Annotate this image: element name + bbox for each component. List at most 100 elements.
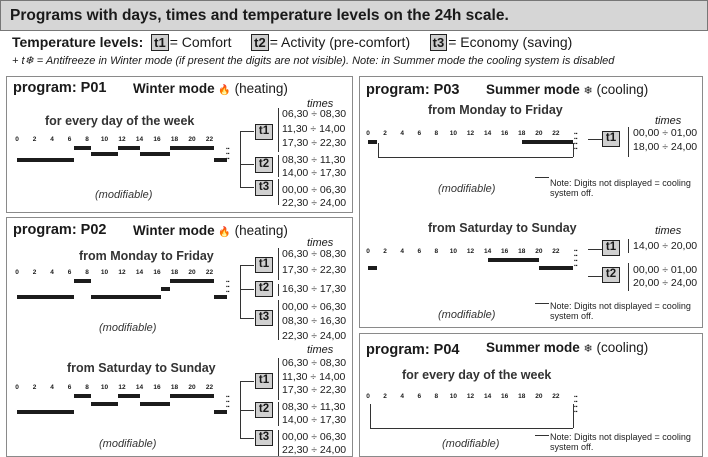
time-range: 17,30 ÷ 22,30 [282,264,347,276]
hour-tick: 16 [501,393,509,400]
t2-level-box: t2 [255,281,273,297]
hour-tick: 8 [85,136,89,143]
t2-text: = Activity (pre-comfort) [269,34,411,50]
hour-tick: 6 [417,248,422,255]
hour-ruler: 0 2 4 6 8 10 12 14 16 18 20 22 [15,384,227,392]
t1-level-box: t1 [602,240,620,256]
hour-ruler: 0 2 4 6 8 10 12 14 16 18 20 22 [15,136,227,144]
schedule-subtitle: for every day of the week [402,368,552,382]
digits-not-displayed-note: Note: Digits not displayed = cooling sys… [550,301,691,321]
hour-tick: 6 [417,130,422,137]
hour-tick: 2 [32,136,37,143]
t3-bars [17,410,227,414]
schedule-bar [73,394,92,398]
schedule-bar [17,410,74,414]
hour-tick: 4 [50,136,54,143]
t3-level-box: t3 [255,180,273,196]
hour-ruler: 0 2 4 6 8 10 12 14 16 18 20 22 [15,269,227,277]
time-range: 18,00 ÷ 24,00 [633,141,698,153]
hour-tick: 22 [552,393,560,400]
schedule-bar [368,266,377,270]
hour-tick: 18 [518,248,526,255]
t2-level-box: t2 [602,267,620,283]
schedule-bar [170,394,214,398]
mode-label: Winter mode 🔥 (heating) [133,81,288,96]
hour-tick: 10 [449,248,458,255]
time-range: 22,30 ÷ 24,00 [282,197,347,209]
mode-name: Summer mode [486,340,580,355]
schedule-bar [139,152,171,156]
time-range: 00,00 ÷ 06,30 [282,184,347,196]
schedule-bar [17,295,74,299]
mode-label: Summer mode ❄ (cooling) [486,82,648,97]
hour-tick: 16 [501,248,509,255]
program-p01-panel: program: P01 Winter mode 🔥 (heating) for… [6,76,353,213]
hour-ruler: 0 2 4 6 8 10 12 14 16 18 20 22 [366,393,573,401]
schedule-bar [117,146,140,150]
hour-tick: 6 [67,136,72,143]
level-stack-icon: ▪▪ ▪▪ ▪▪ ▪▪ [574,248,578,269]
hour-tick: 10 [100,269,109,276]
t1-level-box: t1 [255,373,273,389]
t3-badge: t3 [429,34,448,51]
time-range: 14,00 ÷ 20,00 [633,240,698,252]
level-stack-icon: ▪▪ ▪▪ ▪▪ [226,146,230,162]
hour-tick: 14 [135,384,144,391]
mode-type: (heating) [234,223,288,238]
level-stack-icon: ▪▪ ▪▪ ▪▪ [226,279,230,295]
schedule-bar [213,158,227,162]
modifiable-note: (modifiable) [442,438,500,450]
t1-bars [368,258,573,262]
mode-name: Winter mode [133,81,215,96]
hour-tick: 2 [32,269,37,276]
hour-tick: 14 [135,136,144,143]
schedule-bar [538,266,573,270]
hour-tick: 18 [518,393,526,400]
t2-bars [17,402,227,406]
times-header: times [307,237,334,249]
times-header: times [655,115,682,127]
hour-tick: 22 [552,130,560,137]
panel-title: program: P04 [366,342,460,358]
t1-bars [17,279,227,283]
modifiable-note: (modifiable) [438,183,496,195]
modifiable-note: (modifiable) [438,309,496,321]
hour-ruler: 0 2 4 6 8 10 12 14 16 18 20 22 [366,248,573,256]
hour-tick: 0 [15,269,19,276]
schedule-bar [487,258,539,262]
antifreeze-note: + t❄ = Antifreeze in Winter mode (if pre… [12,55,615,67]
program-p04-panel: program: P04 Summer mode ❄ (cooling) for… [359,333,703,457]
hour-tick: 2 [383,130,387,137]
hour-tick: 20 [535,248,543,255]
t1-bars [17,394,227,398]
hour-tick: 10 [100,384,109,391]
hour-tick: 12 [466,248,475,255]
time-range: 16,30 ÷ 17,30 [282,283,347,295]
hour-tick: 20 [188,136,196,143]
time-range: 08,30 ÷ 11,30 [282,154,346,166]
hour-tick: 22 [552,248,560,255]
t1-bars [17,146,227,150]
times-header: times [655,225,682,237]
time-range: 06,30 ÷ 08,30 [282,357,347,369]
hour-tick: 0 [15,384,19,391]
hour-tick: 2 [383,248,387,255]
hour-tick: 22 [205,384,214,391]
hour-tick: 12 [466,130,475,137]
schedule-bar [213,295,227,299]
hour-tick: 10 [449,393,458,400]
time-range: 11,30 ÷ 14,00 [282,371,346,383]
t3-level-box: t3 [255,310,273,326]
time-range: 17,30 ÷ 22,30 [282,384,347,396]
schedule-subtitle: from Monday to Friday [428,103,563,117]
t1-text: = Comfort [169,34,232,50]
flame-icon: 🔥 [218,85,231,96]
panel-title: program: P02 [13,222,107,238]
time-range: 00,00 ÷ 06,30 [282,431,347,443]
schedule-bar [91,152,118,156]
level-stack-icon: ▪▪ ▪▪ ▪▪ [226,394,230,410]
hour-tick: 6 [417,393,422,400]
temperature-levels-legend: Temperature levels: t1 = Comfort t2 = Acti… [12,34,572,51]
hour-tick: 20 [535,130,543,137]
hour-tick: 8 [434,130,439,137]
